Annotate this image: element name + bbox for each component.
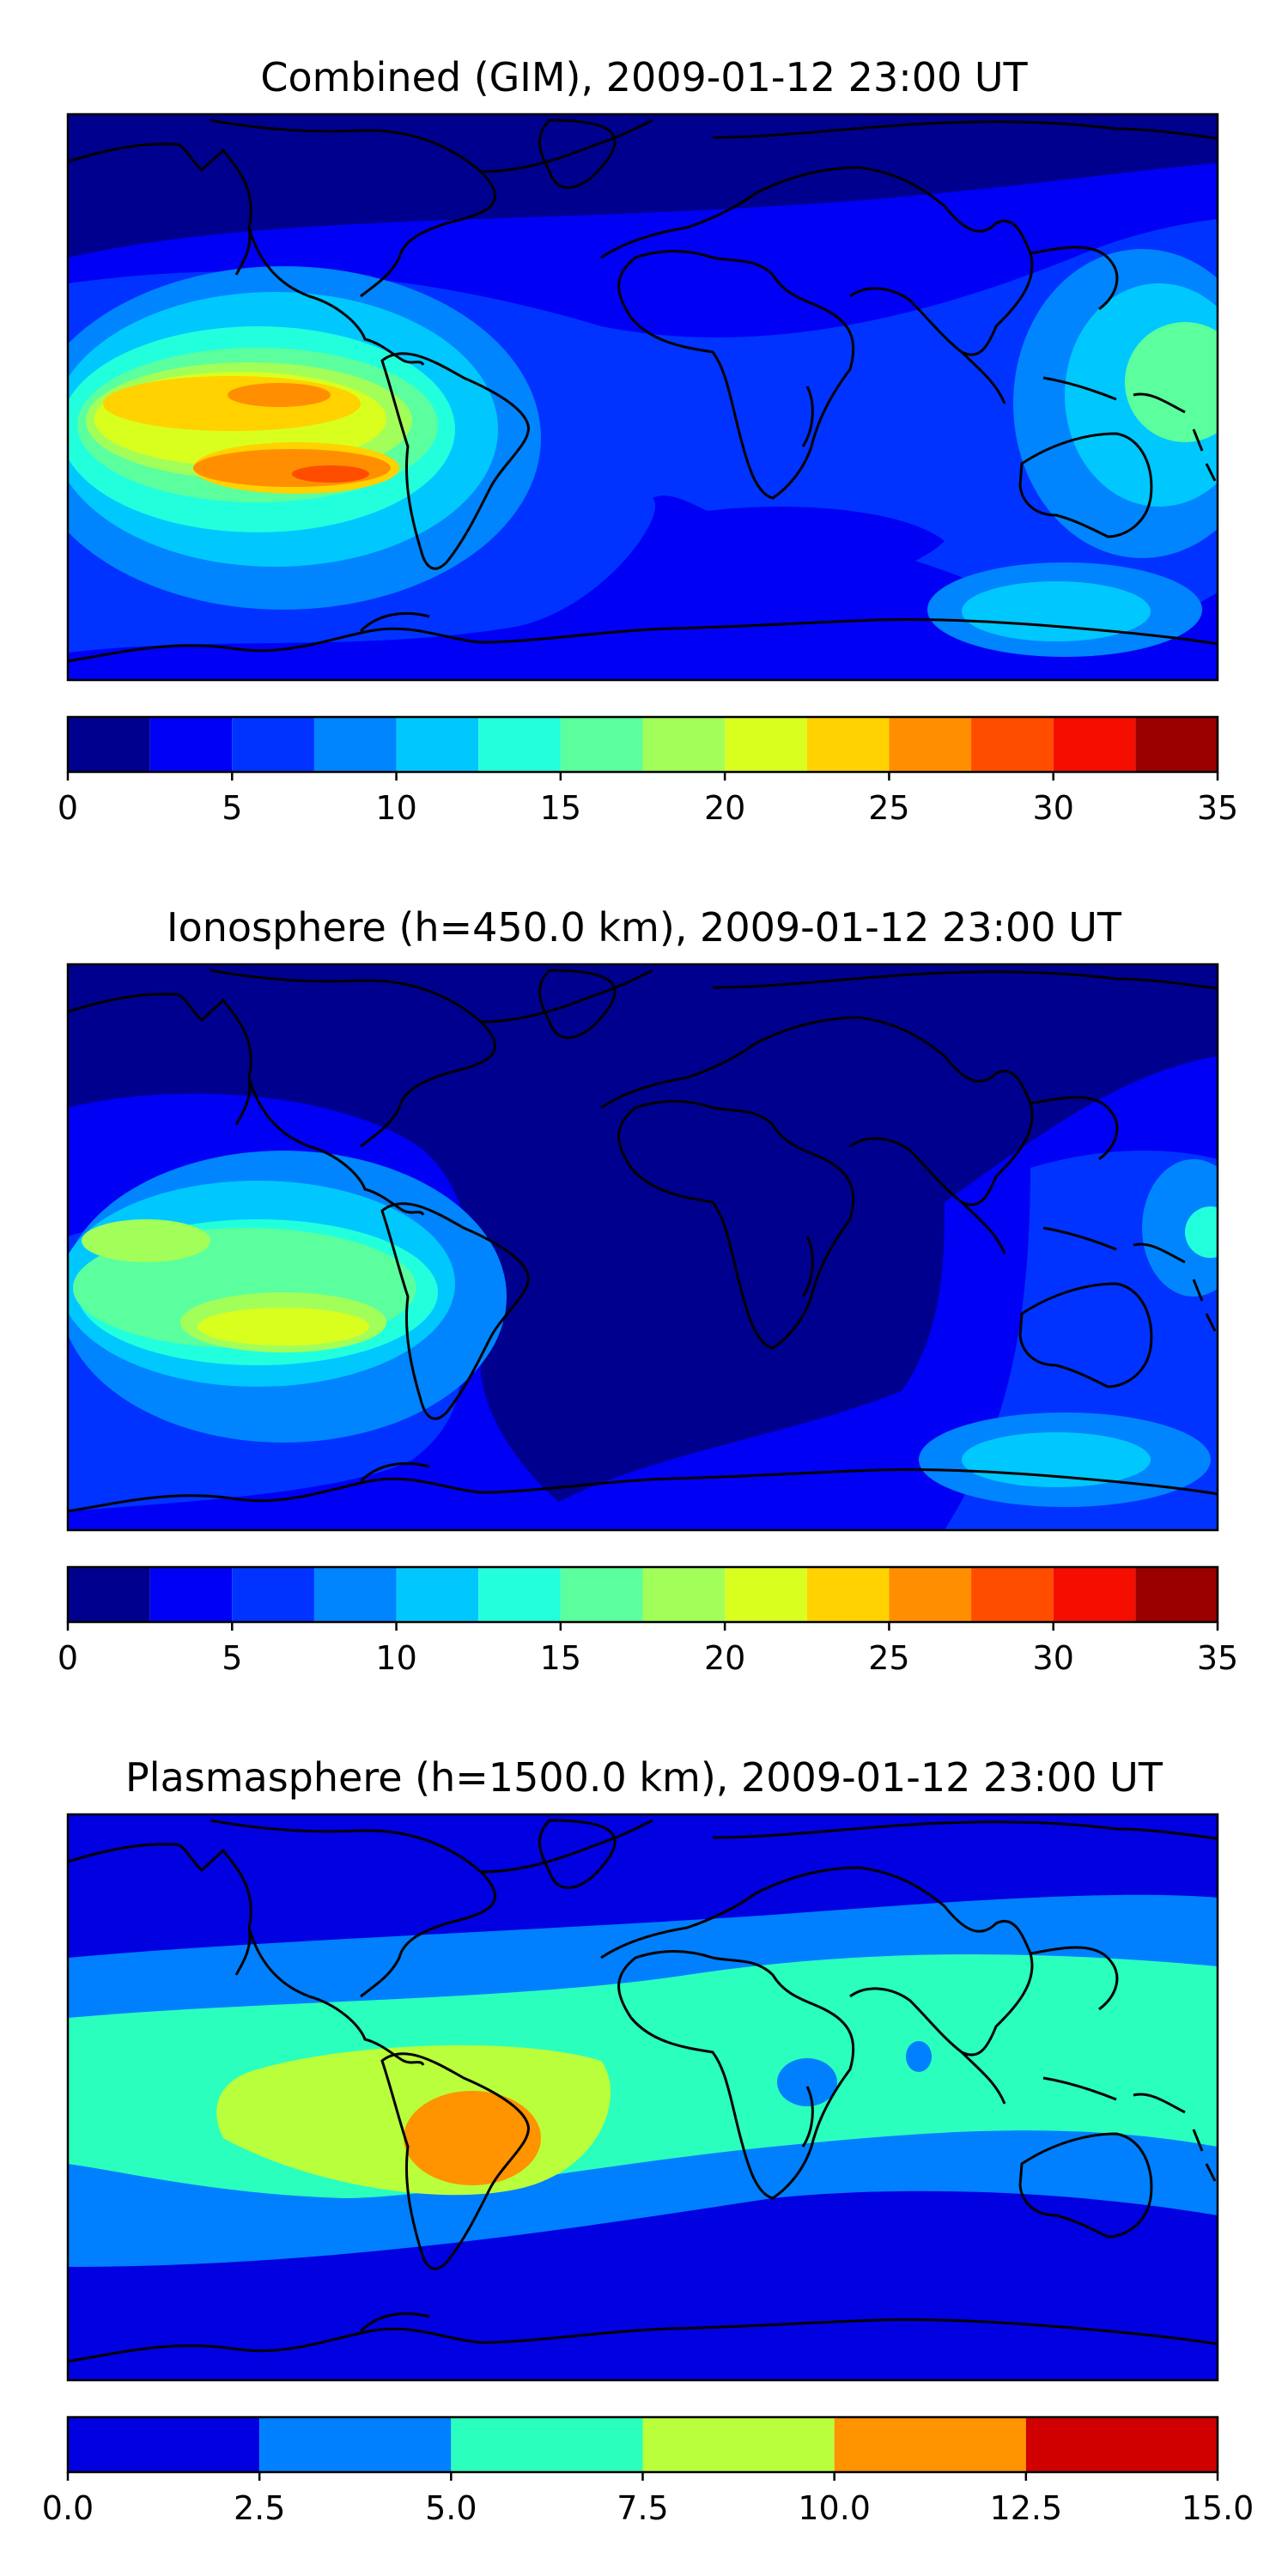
colorbar-frame [66, 1565, 1219, 1624]
colorbar-cell [834, 2417, 1026, 2472]
colorbar-tick-label: 12.5 [990, 2489, 1063, 2527]
colorbar-cell [149, 1567, 233, 1622]
colorbar-tick-label: 2.5 [234, 2489, 285, 2527]
colorbar-tick-label: 5 [222, 1639, 242, 1677]
colorbar-cell [889, 717, 972, 772]
colorbar-cell [1025, 2417, 1218, 2472]
colorbar-cell [68, 2417, 260, 2472]
colorbar-cell [1135, 1567, 1218, 1622]
colorbar-cell [478, 1567, 561, 1622]
colorbar-cell [68, 1567, 150, 1622]
colorbar-tick-label: 30 [1033, 1639, 1074, 1677]
colorbar-cell [642, 1567, 726, 1622]
colorbar-tick-label: 20 [704, 1639, 745, 1677]
colorbar-tick-label: 7.5 [617, 2489, 668, 2527]
colorbar-cell [560, 717, 643, 772]
colorbar-cell [1135, 717, 1218, 772]
colorbar-cell [806, 717, 890, 772]
colorbar-cell [313, 717, 397, 772]
colorbar-tick-label: 25 [868, 789, 909, 827]
colorbar-cell [1053, 717, 1136, 772]
colorbar-cell [149, 717, 233, 772]
colorbar-tick-label: 15 [540, 789, 581, 827]
colorbar-cell [68, 717, 150, 772]
colorbar-tick-label: 0 [58, 1639, 78, 1677]
colorbar-cell [451, 2417, 643, 2472]
colorbar-cell [396, 1567, 479, 1622]
colorbar-tick-label: 10.0 [798, 2489, 871, 2527]
colorbar-cell [396, 717, 479, 772]
colorbar-cell [642, 2417, 835, 2472]
colorbar-tick-label: 0 [58, 789, 78, 827]
colorbar-tick-label: 20 [704, 789, 745, 827]
colorbar-cell [478, 717, 561, 772]
colorbar-tick-label: 5 [222, 789, 242, 827]
colorbar-tick-label: 0.0 [42, 2489, 94, 2527]
colorbar-tick-label: 35 [1197, 1639, 1238, 1677]
colorbar-tick-label: 15 [540, 1639, 581, 1677]
colorbar-tick-label: 10 [375, 1639, 416, 1677]
colorbar-cell [232, 717, 314, 772]
colorbar-cell [1053, 1567, 1136, 1622]
panel-title-plasmasphere: Plasmasphere (h=1500.0 km), 2009-01-12 2… [125, 1754, 1163, 1801]
colorbar-tick-label: 5.0 [425, 2489, 477, 2527]
colorbar-cell [259, 2417, 452, 2472]
colorbar-cell [806, 1567, 890, 1622]
colorbar-tick-label: 35 [1197, 789, 1238, 827]
colorbar-cell [889, 1567, 972, 1622]
colorbar-frame [66, 715, 1219, 774]
colorbar-tick-label: 30 [1033, 789, 1074, 827]
colorbar-cell [725, 717, 807, 772]
colorbar-cell [232, 1567, 314, 1622]
colorbar-cell [642, 717, 726, 772]
colorbar-tick-label: 25 [868, 1639, 909, 1677]
colorbar-tick-label: 10 [375, 789, 416, 827]
colorbar-cell [725, 1567, 807, 1622]
colorbar-cell [971, 717, 1054, 772]
panel-title-ionosphere: Ionosphere (h=450.0 km), 2009-01-12 23:0… [167, 904, 1121, 951]
panel-title-combined: Combined (GIM), 2009-01-12 23:00 UT [260, 54, 1028, 100]
colorbar-cell [313, 1567, 397, 1622]
colorbar-cell [560, 1567, 643, 1622]
colorbar-cell [971, 1567, 1054, 1622]
colorbar-tick-label: 15.0 [1182, 2489, 1255, 2527]
